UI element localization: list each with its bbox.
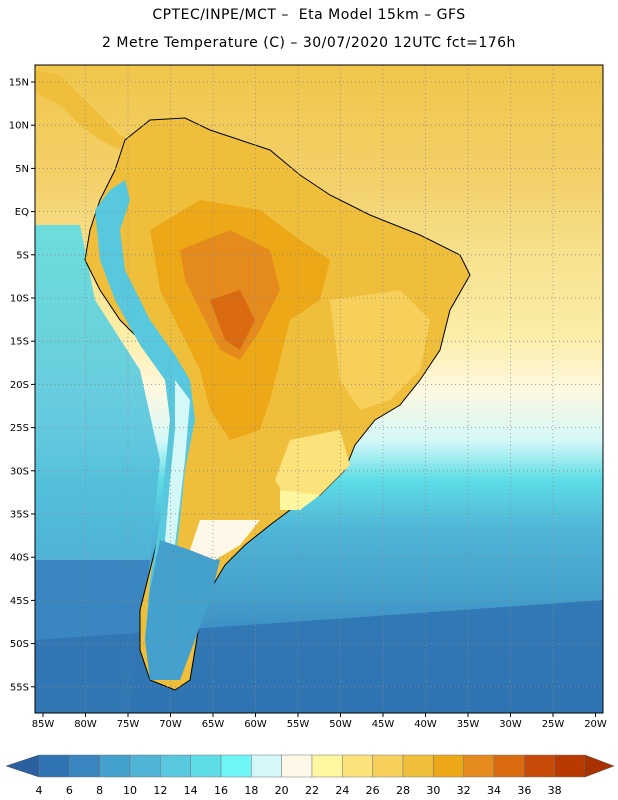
colorbar-label: 30 — [426, 784, 440, 797]
colorbar-label: 6 — [66, 784, 73, 797]
colorbar-swatch — [493, 754, 525, 778]
lon-label-85w: 85W — [32, 719, 55, 730]
colorbar-swatch — [402, 754, 434, 778]
lat-label-25s: 25S — [10, 423, 29, 434]
lat-label-15n: 15N — [9, 78, 29, 89]
lon-label-20w: 20W — [584, 719, 607, 730]
lon-label-75w: 75W — [117, 719, 140, 730]
colorbar-label: 22 — [305, 784, 319, 797]
colorbar-swatch — [220, 754, 252, 778]
lat-label-5n: 5N — [15, 164, 29, 175]
lat-label-50s: 50S — [10, 639, 29, 650]
colorbar-swatch — [190, 754, 222, 778]
colorbar-label: 8 — [96, 784, 103, 797]
colorbar-label: 24 — [335, 784, 349, 797]
lat-label-5s: 5S — [16, 250, 29, 261]
colorbar-swatch — [281, 754, 313, 778]
lat-label-10s: 10S — [10, 294, 29, 305]
lon-label-25w: 25W — [542, 719, 565, 730]
lat-label-55s: 55S — [10, 682, 29, 693]
colorbar-swatch — [372, 754, 404, 778]
lon-label-70w: 70W — [159, 719, 182, 730]
lon-label-55w: 55W — [287, 719, 310, 730]
lat-label-30s: 30S — [10, 466, 29, 477]
colorbar-swatch — [99, 754, 131, 778]
colorbar-swatch — [463, 754, 495, 778]
colorbar-label: 20 — [275, 784, 289, 797]
colorbar-swatch — [251, 754, 282, 778]
lon-label-80w: 80W — [74, 719, 97, 730]
lat-label-40s: 40S — [10, 553, 29, 564]
colorbar: 4 6 8 10 12 14 16 18 20 22 24 26 28 30 32 34 36 38 — [5, 754, 615, 797]
map-frame — [34, 64, 604, 714]
map-field — [35, 65, 603, 713]
colorbar-over-arrow — [584, 754, 615, 778]
lat-label-15s: 15S — [10, 337, 29, 348]
lon-label-65w: 65W — [202, 719, 225, 730]
axis-ticks: 85W 80W 75W 70W 65W 60W 55W 50W 45W 40W 35W 30W 25W 2… — [9, 78, 607, 731]
lon-label-60w: 60W — [244, 719, 267, 730]
colorbar-label: 34 — [487, 784, 501, 797]
map-title-line2: 2 Metre Temperature (C) – 30/07/2020 12U… — [102, 35, 516, 51]
colorbar-swatch — [433, 754, 464, 778]
colorbar-label: 18 — [244, 784, 258, 797]
lat-label-20s: 20S — [10, 380, 29, 391]
colorbar-swatch — [160, 754, 191, 778]
colorbar-label: 14 — [184, 784, 198, 797]
colorbar-label: 26 — [366, 784, 380, 797]
colorbar-label: 32 — [457, 784, 471, 797]
colorbar-swatch — [554, 754, 586, 778]
lon-label-45w: 45W — [372, 719, 395, 730]
lon-label-30w: 30W — [499, 719, 522, 730]
colorbar-under-arrow — [5, 754, 40, 778]
colorbar-label: 36 — [517, 784, 531, 797]
colorbar-swatch — [38, 754, 70, 778]
lat-label-eq: EQ — [15, 207, 29, 218]
colorbar-label: 38 — [548, 784, 562, 797]
lon-label-50w: 50W — [329, 719, 352, 730]
lat-label-10n: 10N — [9, 121, 29, 132]
colorbar-label: 16 — [214, 784, 228, 797]
colorbar-swatch — [311, 754, 343, 778]
colorbar-swatch — [524, 754, 555, 778]
colorbar-swatch — [342, 754, 373, 778]
colorbar-swatch — [69, 754, 100, 778]
colorbar-label: 28 — [396, 784, 410, 797]
colorbar-label: 4 — [36, 784, 43, 797]
colorbar-swatch — [129, 754, 161, 778]
colorbar-label: 12 — [153, 784, 167, 797]
lat-label-35s: 35S — [10, 510, 29, 521]
lon-label-35w: 35W — [457, 719, 480, 730]
colorbar-label: 10 — [123, 784, 137, 797]
graticule — [35, 65, 603, 713]
map-title-line1: CPTEC/INPE/MCT – Eta Model 15km – GFS — [152, 7, 466, 23]
lat-label-45s: 45S — [10, 596, 29, 607]
lon-label-40w: 40W — [414, 719, 437, 730]
